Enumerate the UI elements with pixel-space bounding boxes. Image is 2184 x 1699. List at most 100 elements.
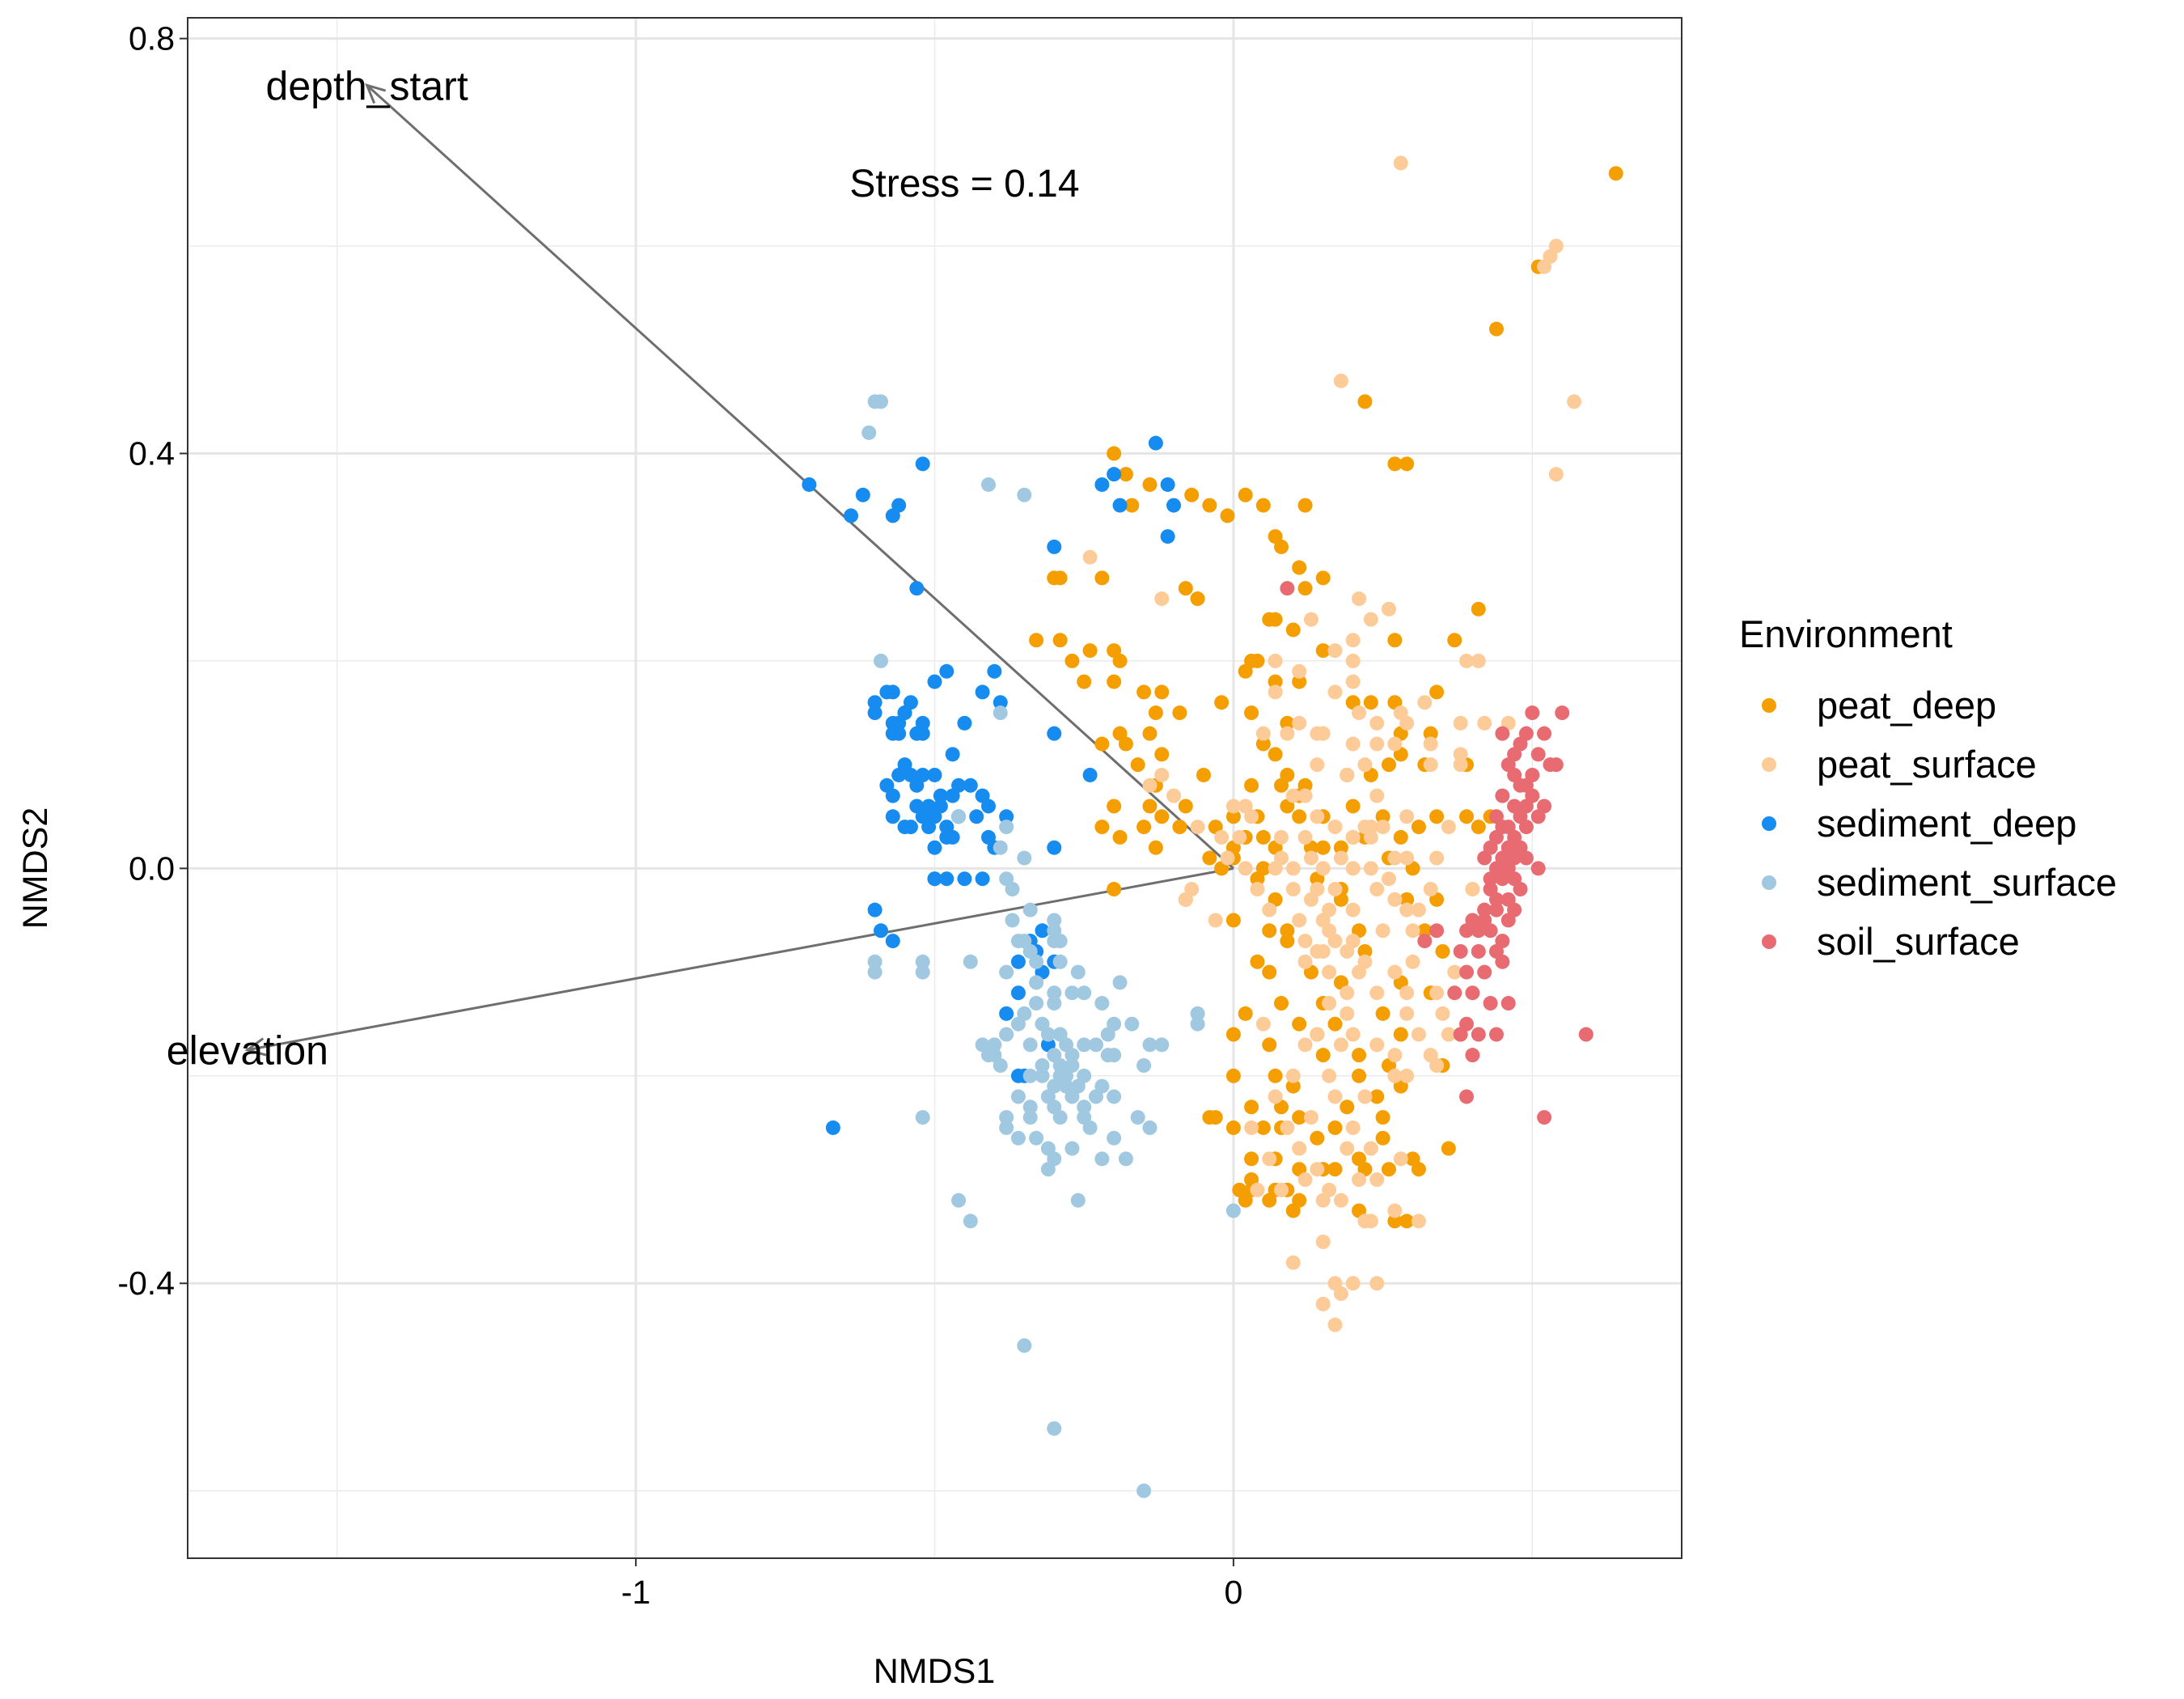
- data-point: [1507, 747, 1522, 762]
- data-point: [1423, 757, 1438, 773]
- data-point: [1094, 570, 1110, 586]
- data-point: [1107, 1048, 1122, 1063]
- data-point: [1136, 1483, 1152, 1498]
- data-point: [1310, 1162, 1325, 1177]
- data-point: [1315, 840, 1331, 855]
- data-point: [1190, 820, 1205, 835]
- data-point: [1268, 1068, 1283, 1083]
- data-point: [1411, 1162, 1426, 1177]
- data-point: [1166, 498, 1182, 513]
- data-point: [1608, 166, 1623, 181]
- data-point: [1327, 684, 1343, 700]
- data-point: [1064, 1141, 1080, 1156]
- data-point: [1250, 954, 1265, 969]
- data-point: [1035, 1057, 1050, 1073]
- data-point: [1285, 861, 1301, 876]
- data-point: [1029, 996, 1044, 1011]
- data-point: [1094, 996, 1110, 1011]
- data-point: [1363, 861, 1378, 876]
- data-point: [1429, 1057, 1445, 1073]
- data-point: [885, 934, 900, 949]
- data-point: [1393, 829, 1408, 845]
- data-point: [1285, 1068, 1301, 1083]
- data-point: [1154, 767, 1170, 782]
- data-point: [1268, 674, 1283, 689]
- data-point: [1483, 996, 1498, 1011]
- data-point: [885, 809, 900, 824]
- data-point: [915, 954, 930, 969]
- data-point: [1447, 964, 1462, 980]
- data-point: [1292, 560, 1307, 575]
- data-point: [993, 840, 1008, 855]
- data-point: [963, 1214, 978, 1229]
- data-point: [1375, 1006, 1390, 1021]
- data-point: [1411, 902, 1426, 917]
- data-point: [1022, 1099, 1038, 1115]
- data-point: [1190, 1006, 1205, 1021]
- data-point: [1429, 985, 1445, 1001]
- data-point: [1405, 923, 1420, 938]
- data-point: [1022, 902, 1038, 917]
- legend-key-sediment_deep: [1762, 816, 1776, 831]
- data-point: [1100, 1027, 1115, 1042]
- data-point: [1297, 954, 1313, 969]
- data-point: [1500, 996, 1516, 1011]
- data-point: [1369, 736, 1385, 752]
- data-point: [1154, 591, 1170, 607]
- data-point: [1088, 1037, 1103, 1053]
- data-point: [1142, 1120, 1158, 1135]
- data-point: [1381, 1162, 1396, 1177]
- data-point: [1274, 777, 1289, 793]
- data-point: [874, 394, 889, 409]
- data-point: [1094, 736, 1110, 752]
- data-point: [1352, 964, 1367, 980]
- series-sediment_surface: [861, 394, 1241, 1498]
- data-point: [1315, 1296, 1331, 1311]
- data-point: [1352, 1048, 1367, 1063]
- data-point: [1244, 809, 1259, 824]
- data-point: [1029, 954, 1044, 969]
- data-point: [1471, 601, 1486, 616]
- data-point: [1399, 1214, 1415, 1229]
- data-point: [1118, 736, 1133, 752]
- data-point: [1369, 1089, 1385, 1104]
- data-point: [993, 705, 1008, 721]
- y-axis-title: NMDS2: [16, 807, 55, 930]
- data-point: [1262, 1193, 1277, 1208]
- data-point: [1488, 892, 1504, 907]
- data-point: [999, 820, 1014, 835]
- environmental-vectors: [244, 83, 1234, 1057]
- data-point: [1352, 705, 1367, 721]
- data-point: [1112, 829, 1128, 845]
- data-point: [1154, 684, 1170, 700]
- data-point: [980, 799, 996, 814]
- data-point: [1022, 1068, 1038, 1083]
- legend-label-peat_surface: peat_surface: [1817, 743, 2037, 786]
- data-point: [1417, 695, 1433, 710]
- data-point: [1340, 943, 1355, 959]
- data-point: [1453, 715, 1468, 731]
- data-point: [975, 684, 990, 700]
- legend-label-sediment_deep: sediment_deep: [1817, 802, 2076, 845]
- data-point: [1387, 892, 1403, 907]
- data-point: [1471, 1027, 1486, 1042]
- data-point: [1047, 913, 1062, 928]
- data-point: [1345, 902, 1361, 917]
- data-point: [1369, 715, 1385, 731]
- data-point: [1375, 1130, 1390, 1146]
- data-point: [1250, 653, 1265, 668]
- data-point: [1441, 820, 1456, 835]
- data-point: [1303, 612, 1318, 627]
- data-point: [1327, 882, 1343, 897]
- data-point: [1345, 1276, 1361, 1291]
- data-point: [1537, 799, 1552, 814]
- data-point: [915, 456, 930, 472]
- data-point: [951, 1193, 967, 1208]
- data-point: [1310, 1027, 1325, 1042]
- data-point: [915, 964, 930, 980]
- data-point: [1130, 1110, 1145, 1125]
- data-point: [1315, 1048, 1331, 1063]
- data-point: [1488, 321, 1504, 337]
- data-point: [1220, 508, 1235, 523]
- data-point: [1393, 155, 1408, 171]
